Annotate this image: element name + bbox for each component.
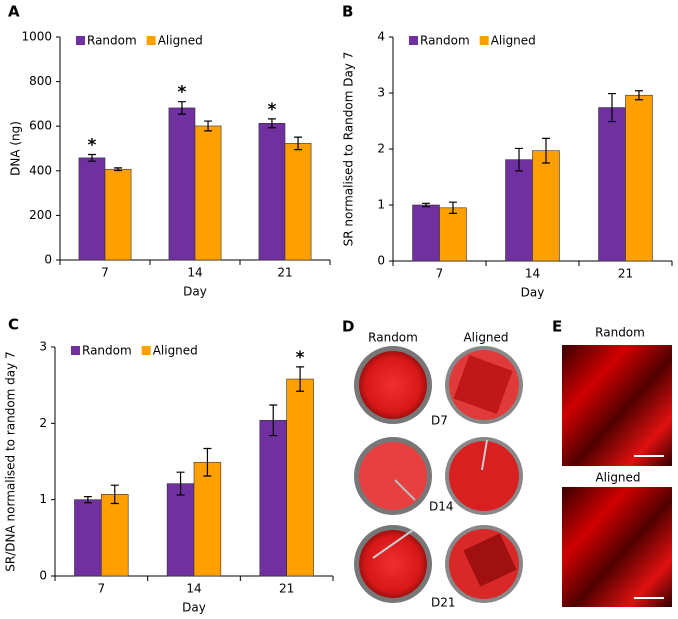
bar — [193, 461, 222, 577]
legend-label: Random — [420, 34, 470, 48]
panel-label: E — [552, 318, 562, 336]
legend-label: Aligned — [153, 344, 198, 358]
bar — [258, 123, 286, 261]
x-tick-label: 7 — [436, 267, 444, 281]
x-tick-label: 21 — [277, 266, 292, 280]
legend-swatch — [409, 36, 418, 45]
y-tick-label: 400 — [29, 163, 52, 177]
y-tick-label: 0 — [377, 254, 385, 268]
y-axis-title: DNA (ng) — [9, 121, 23, 176]
panel-label: D — [342, 318, 354, 336]
error-bar — [294, 136, 303, 151]
bar — [194, 125, 222, 261]
bar — [625, 94, 653, 262]
error-bar — [267, 118, 276, 129]
bar — [532, 150, 560, 262]
y-tick-label: 0 — [39, 569, 47, 583]
y-tick-label: 1000 — [21, 30, 52, 44]
column-label: Random — [368, 331, 418, 345]
y-tick-label: 200 — [29, 208, 52, 222]
bar — [598, 107, 626, 262]
bar — [101, 494, 129, 577]
y-tick-label: 2 — [39, 416, 47, 430]
error-bar — [176, 471, 185, 496]
y-tick-label: 0 — [44, 253, 52, 267]
x-axis-title: Day — [182, 601, 206, 615]
error-bar — [114, 167, 123, 172]
y-tick-label: 600 — [29, 119, 52, 133]
error-bar — [541, 137, 550, 164]
error-bar — [87, 153, 96, 162]
bar — [284, 143, 312, 261]
legend-swatch — [479, 36, 489, 45]
row-label: D14 — [429, 500, 454, 514]
micrograph — [562, 345, 672, 466]
bar — [505, 159, 533, 262]
error-bar — [83, 496, 92, 504]
x-tick-label: 21 — [279, 582, 294, 596]
error-bar — [422, 202, 431, 208]
significance-marker: * — [268, 100, 277, 120]
y-tick-label: 2 — [377, 142, 385, 156]
x-tick-label: 14 — [525, 267, 540, 281]
error-bar — [296, 366, 305, 392]
y-tick-label: 800 — [29, 74, 52, 88]
bar — [286, 378, 314, 577]
legend-swatch — [71, 346, 80, 355]
bar — [259, 419, 287, 577]
error-bar — [269, 404, 278, 437]
y-tick-label: 4 — [377, 30, 385, 44]
x-tick-label: 21 — [618, 267, 633, 281]
x-axis-title: Day — [521, 286, 545, 300]
legend-label: Aligned — [158, 34, 203, 48]
error-bar — [110, 484, 119, 505]
significance-marker: * — [88, 136, 97, 156]
x-tick-label: 7 — [101, 266, 109, 280]
error-bar — [515, 147, 524, 172]
legend-swatch — [141, 346, 151, 355]
error-bar — [608, 92, 617, 123]
bar — [78, 157, 106, 261]
y-axis-title: SR/DNA normalised to random day 7 — [4, 351, 18, 571]
row-label: D21 — [431, 596, 456, 610]
legend-label: Aligned — [491, 34, 536, 48]
panel-label: C — [8, 316, 19, 334]
legend-label: Random — [82, 344, 132, 358]
error-bar — [203, 447, 212, 477]
y-axis-title: SR normalised to Random Day 7 — [342, 52, 356, 247]
bar — [168, 107, 196, 261]
panel-label: A — [8, 3, 20, 21]
y-tick-label: 3 — [377, 86, 385, 100]
y-tick-label: 1 — [377, 198, 385, 212]
bar — [74, 499, 102, 577]
error-bar — [448, 201, 457, 214]
x-axis-title: Day — [183, 285, 207, 299]
y-tick-label: 1 — [39, 492, 47, 506]
significance-marker: * — [296, 348, 305, 368]
panel-label: B — [342, 3, 353, 21]
x-tick-label: 14 — [186, 582, 201, 596]
column-label: Aligned — [463, 331, 508, 345]
x-tick-label: 14 — [187, 266, 202, 280]
error-bar — [177, 101, 186, 115]
image-label: Random — [595, 326, 645, 340]
bar — [166, 483, 195, 577]
micrograph — [562, 487, 672, 607]
bar — [104, 168, 132, 261]
x-tick-label: 7 — [98, 582, 106, 596]
bar — [439, 207, 467, 262]
y-tick-label: 3 — [39, 340, 47, 354]
bar — [412, 204, 440, 262]
legend-swatch — [146, 36, 156, 45]
dish-images — [354, 346, 523, 603]
legend-label: Random — [87, 34, 137, 48]
significance-marker: * — [178, 83, 187, 103]
image-label: Aligned — [595, 471, 640, 485]
error-bar — [634, 90, 643, 101]
error-bar — [204, 120, 213, 132]
row-label: D7 — [431, 414, 448, 428]
legend-swatch — [76, 36, 85, 45]
